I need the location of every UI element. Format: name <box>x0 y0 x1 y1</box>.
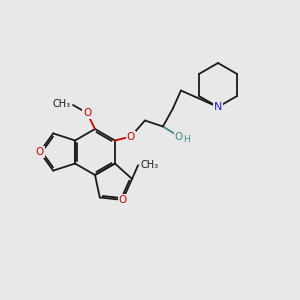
Text: O: O <box>175 131 183 142</box>
Text: H: H <box>184 135 190 144</box>
Text: O: O <box>36 147 44 157</box>
Text: O: O <box>127 131 135 142</box>
Text: O: O <box>83 108 91 118</box>
Text: CH₃: CH₃ <box>140 160 158 170</box>
Text: O: O <box>118 195 127 205</box>
Text: N: N <box>214 102 222 112</box>
Text: CH₃: CH₃ <box>53 99 71 109</box>
